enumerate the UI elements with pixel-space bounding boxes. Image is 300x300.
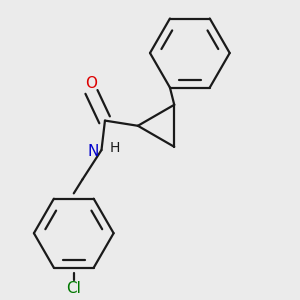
Text: H: H (110, 141, 120, 155)
Text: O: O (85, 76, 97, 91)
Text: Cl: Cl (66, 281, 81, 296)
Text: N: N (87, 144, 98, 159)
